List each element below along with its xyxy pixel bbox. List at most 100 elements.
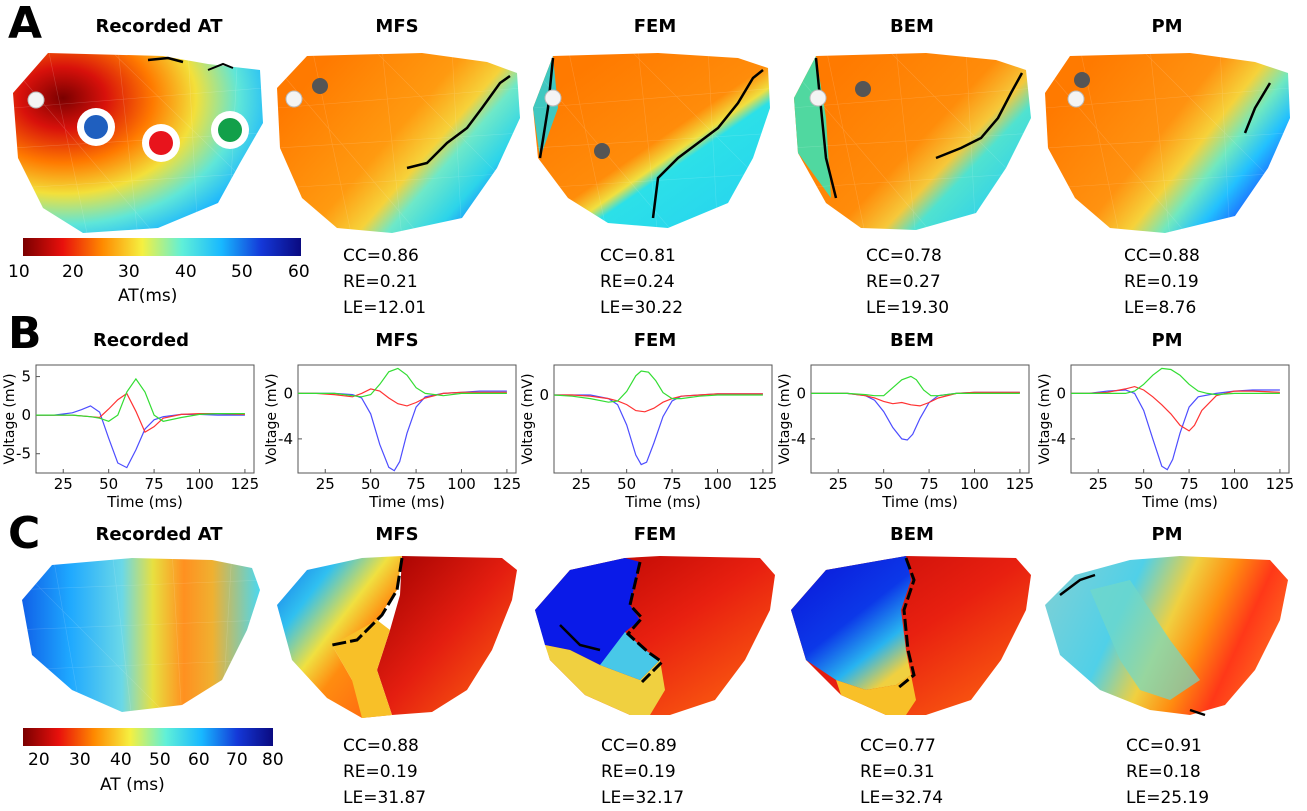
panel-c-map-bem [791, 556, 1031, 715]
y-tick-label: -4 [791, 430, 806, 448]
metric-le: LE=8.76 [1124, 298, 1197, 318]
metric-le: LE=30.22 [600, 298, 684, 318]
panel-a-cbar-tick: 20 [62, 262, 84, 282]
panel-a-colorbar [23, 238, 301, 256]
x-tick-label: 75 [920, 475, 939, 493]
metric-re: RE=0.19 [1124, 272, 1199, 292]
x-tick-label: 125 [1266, 475, 1295, 493]
panel-c-cbar-tick: 70 [226, 750, 248, 770]
x-tick-label: 100 [447, 475, 476, 493]
panel-b-plot-fem: 25 50 75 100 125 0 Time (ms) Voltage (mV) [520, 364, 778, 511]
metric-le: LE=32.74 [860, 788, 944, 808]
panel-c-cbar-tick: 50 [149, 750, 171, 770]
metric-le: LE=32.17 [601, 788, 685, 808]
panel-c-title-pm: PM [1151, 524, 1183, 545]
panel-c-cbar-tick: 40 [110, 750, 132, 770]
x-axis-label: Time (ms) [624, 493, 701, 511]
x-tick-label: 50 [1134, 475, 1153, 493]
metric-cc: CC=0.89 [601, 736, 677, 756]
metric-re: RE=0.21 [343, 272, 418, 292]
panel-c-map-fem [535, 556, 775, 715]
metric-le: LE=12.01 [343, 298, 427, 318]
panel-c-map-recorded [22, 558, 260, 712]
panel-c-map-mfs [277, 556, 517, 718]
panel-c-metrics-pm: CC=0.91 RE=0.18 LE=25.19 [1126, 733, 1209, 811]
panel-c-metrics-bem: CC=0.77 RE=0.31 LE=32.74 [860, 733, 943, 811]
metric-cc: CC=0.86 [343, 246, 419, 266]
panel-a-metrics-bem: CC=0.78 RE=0.27 LE=19.30 [866, 243, 949, 321]
x-tick-label: 100 [1220, 475, 1249, 493]
metric-re: RE=0.31 [860, 762, 935, 782]
panel-b-title-pm: PM [1151, 330, 1183, 351]
panel-a-letter: A [8, 0, 43, 49]
y-tick-label: -4 [278, 430, 293, 448]
panel-a-metrics-mfs: CC=0.86 RE=0.21 LE=12.01 [343, 243, 426, 321]
plot-frame [1070, 364, 1290, 474]
panel-a-title-recorded: Recorded AT [95, 16, 223, 37]
panel-a-cbar-tick: 50 [231, 262, 253, 282]
panel-b-title-bem: BEM [890, 330, 934, 351]
panel-a-cbar-tick: 30 [118, 262, 140, 282]
panel-a-metrics-fem: CC=0.81 RE=0.24 LE=30.22 [600, 243, 683, 321]
y-tick-label: 0 [796, 384, 806, 402]
metric-cc: CC=0.88 [343, 736, 419, 756]
panel-a-cbar-tick: 40 [175, 262, 197, 282]
metric-re: RE=0.18 [1126, 762, 1201, 782]
panel-a-map-bem [794, 53, 1031, 230]
panel-c-cbar-label: AT (ms) [100, 775, 165, 795]
metric-cc: CC=0.78 [866, 246, 942, 266]
panel-a-map-pm [1045, 53, 1290, 233]
y-tick-label: 0 [539, 386, 549, 404]
x-tick-label: 75 [145, 475, 164, 493]
panel-a-cbar-tick: 10 [8, 262, 30, 282]
series-line [554, 393, 763, 413]
marker-green-dot [218, 118, 242, 142]
panel-a-title-pm: PM [1151, 16, 1183, 37]
x-tick-label: 75 [407, 475, 426, 493]
x-axis-label: Time (ms) [368, 493, 445, 511]
y-tick-label: 5 [21, 368, 31, 386]
metric-cc: CC=0.91 [1126, 736, 1202, 756]
panel-c-map-pm [1045, 556, 1288, 717]
x-tick-label: 50 [361, 475, 380, 493]
metric-le: LE=25.19 [1126, 788, 1210, 808]
panel-c-title-fem: FEM [633, 524, 677, 545]
metric-le: LE=31.87 [343, 788, 427, 808]
x-tick-label: 125 [231, 475, 260, 493]
x-tick-label: 100 [185, 475, 214, 493]
marker-red-dot [149, 131, 173, 155]
panel-c-title-mfs: MFS [375, 524, 419, 545]
series-line [298, 367, 507, 398]
panel-c-title-bem: BEM [890, 524, 934, 545]
x-tick-label: 125 [493, 475, 522, 493]
series-line [36, 377, 245, 422]
x-tick-label: 25 [829, 475, 848, 493]
y-axis-label: Voltage (mV) [520, 373, 536, 464]
y-axis-label: Voltage (mV) [264, 373, 280, 464]
panel-a-map-mfs [277, 53, 520, 233]
series-line [298, 388, 507, 407]
x-axis-label: Time (ms) [1141, 493, 1218, 511]
y-tick-label: 0 [21, 406, 31, 424]
panel-a-title-fem: FEM [633, 16, 677, 37]
x-tick-label: 50 [874, 475, 893, 493]
panel-b-title-recorded: Recorded [93, 330, 189, 351]
panel-c-metrics-fem: CC=0.89 RE=0.19 LE=32.17 [601, 733, 684, 811]
panel-c-title-recorded: Recorded AT [95, 524, 223, 545]
plot-frame [35, 364, 255, 474]
panel-a-map-recorded [13, 53, 263, 233]
metric-re: RE=0.19 [343, 762, 418, 782]
x-axis-label: Time (ms) [106, 493, 183, 511]
y-tick-label: -5 [16, 445, 31, 463]
series-line [1071, 367, 1280, 396]
metric-le: LE=19.30 [866, 298, 950, 318]
x-tick-label: 25 [572, 475, 591, 493]
x-tick-label: 25 [316, 475, 335, 493]
y-axis-label: Voltage (mV) [1037, 373, 1053, 464]
x-tick-label: 75 [1180, 475, 1199, 493]
marker-blue-dot [84, 115, 108, 139]
panel-c-colorbar [23, 728, 273, 746]
x-tick-label: 125 [749, 475, 778, 493]
panel-a-title-bem: BEM [890, 16, 934, 37]
